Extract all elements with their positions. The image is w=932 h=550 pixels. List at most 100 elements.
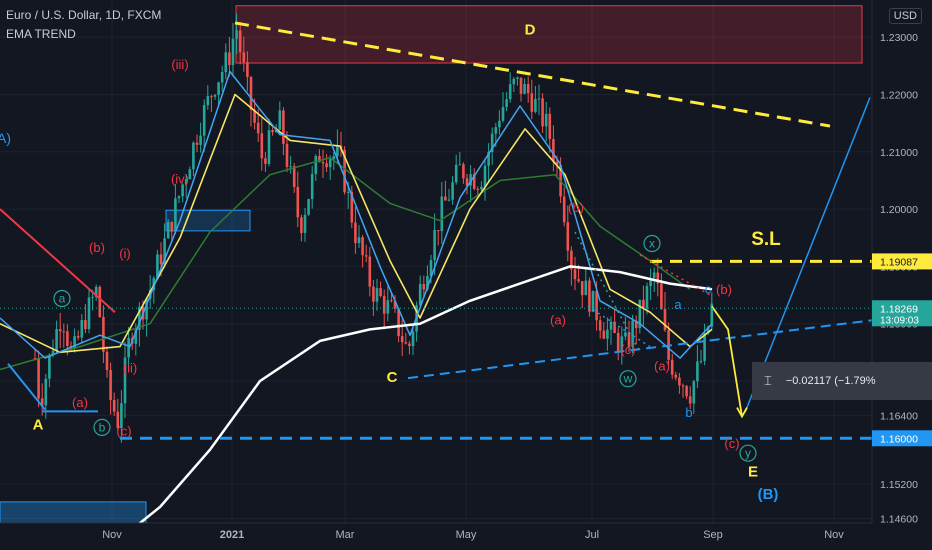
candle-body xyxy=(505,99,508,108)
candle-body xyxy=(314,155,318,174)
candle-body xyxy=(73,336,76,349)
price-axis: 1.230001.220001.210001.200001.190001.180… xyxy=(871,0,932,550)
candle-body xyxy=(534,99,537,112)
wave-label: (b) xyxy=(89,240,105,255)
candle-body xyxy=(102,316,105,352)
candle-body xyxy=(649,278,652,287)
wave-label: A xyxy=(33,417,44,434)
candle-body xyxy=(512,78,516,85)
candle-body xyxy=(174,198,177,232)
forecast-path xyxy=(711,305,743,417)
candle-body xyxy=(519,77,523,94)
candle-body xyxy=(357,237,361,244)
candle-body xyxy=(584,280,588,296)
candle-body xyxy=(602,330,606,339)
indicator-label: EMA TREND xyxy=(6,27,76,41)
candle-body xyxy=(170,221,174,232)
candle-body xyxy=(656,272,660,284)
candle-body xyxy=(577,279,580,282)
currency-label[interactable]: USD xyxy=(888,8,922,24)
candle-body xyxy=(454,164,458,183)
candle-body xyxy=(552,139,555,162)
candle-body xyxy=(256,122,260,134)
candle-body xyxy=(58,329,62,332)
chart-title: Euro / U.S. Dollar, 1D, FXCM xyxy=(6,8,162,22)
candle-body xyxy=(537,98,541,100)
candle-body xyxy=(638,299,642,329)
candle-body xyxy=(375,288,379,302)
blue-dotted xyxy=(587,305,651,348)
candle-body xyxy=(390,300,393,302)
candle-body xyxy=(220,72,224,83)
wave-label: w xyxy=(623,372,633,386)
price-tag xyxy=(872,300,932,327)
y-tick-label: 1.20000 xyxy=(880,204,918,216)
candle-body xyxy=(386,300,390,314)
y-tick-label: 1.22000 xyxy=(880,90,918,102)
candle-body xyxy=(613,321,616,333)
candle-body xyxy=(652,272,656,279)
candle-body xyxy=(483,165,487,187)
candle-body xyxy=(163,238,166,265)
candle-body xyxy=(361,237,364,256)
price-axis-bg xyxy=(872,0,932,550)
candle-body xyxy=(116,411,120,429)
candle-body xyxy=(84,320,87,330)
candle-body xyxy=(426,275,429,290)
wave-label-circle xyxy=(53,289,71,308)
candle-body xyxy=(465,178,469,186)
wave-label: (b) xyxy=(568,200,584,215)
candle-body xyxy=(177,196,181,199)
candle-body xyxy=(393,301,397,309)
candle-body xyxy=(296,186,300,218)
candle-body xyxy=(62,331,66,333)
candle-body xyxy=(523,83,526,94)
candle-body xyxy=(37,358,40,399)
candle-body xyxy=(642,299,645,309)
candle-body xyxy=(616,332,620,352)
price-tag-label: 1.16000 xyxy=(880,433,918,445)
candle-body xyxy=(570,250,573,270)
candle-body xyxy=(480,186,483,190)
candle-body xyxy=(624,332,627,337)
candle-body xyxy=(264,158,267,164)
ema-mid-line xyxy=(0,93,713,354)
candle-body xyxy=(588,280,591,312)
candle-body xyxy=(685,386,688,397)
candle-body xyxy=(692,381,696,404)
candle-body xyxy=(112,400,116,412)
candle-body xyxy=(458,164,462,166)
measure-tooltip: ⌶ −0.02117 (−1.79% xyxy=(752,362,932,400)
candle-body xyxy=(548,113,552,140)
x-tick-label: Mar xyxy=(336,529,355,541)
wave-label: a xyxy=(674,297,682,312)
candle-body xyxy=(678,377,681,386)
candle-body xyxy=(476,188,480,190)
candle-body xyxy=(206,96,210,106)
wave-label: (c) xyxy=(116,423,131,438)
wave-label-circle xyxy=(643,234,661,253)
candle-body xyxy=(156,254,159,279)
x-tick-label: May xyxy=(456,529,477,541)
candle-body xyxy=(228,52,231,66)
candle-body xyxy=(418,283,422,306)
candle-body xyxy=(238,30,242,53)
candle-body xyxy=(235,30,238,39)
candle-body xyxy=(202,105,206,136)
lower-trendline xyxy=(407,319,873,380)
wave-label: b xyxy=(685,405,692,420)
candle-body xyxy=(397,308,400,337)
wave-label: (ii) xyxy=(123,360,137,375)
candle-body xyxy=(566,222,570,251)
candle-body xyxy=(372,286,375,302)
candle-body xyxy=(343,149,346,193)
candle-body xyxy=(580,281,584,296)
wave-label: y xyxy=(745,446,751,460)
candle-body xyxy=(404,342,408,344)
candle-body xyxy=(127,338,130,358)
candle-body xyxy=(606,329,609,339)
wave-label: b xyxy=(99,420,106,434)
candle-body xyxy=(469,174,472,186)
candle-body xyxy=(231,38,235,66)
